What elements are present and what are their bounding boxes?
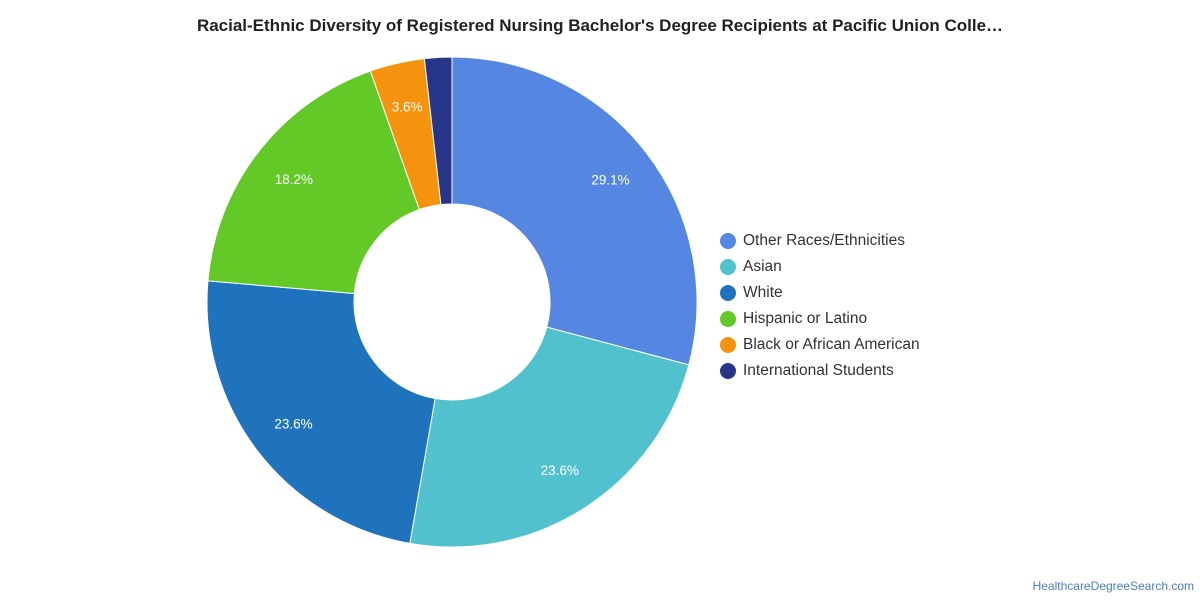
legend: Other Races/Ethnicities Asian White Hispani…	[720, 228, 920, 384]
legend-label: White	[743, 284, 783, 301]
data-label-hispanic-or-latino: 18.2%	[275, 172, 313, 187]
legend-item-hispanic-or-latino[interactable]: Hispanic or Latino	[720, 306, 920, 332]
data-label-other-races-ethnicities: 29.1%	[591, 173, 629, 188]
legend-label: Other Races/Ethnicities	[743, 232, 905, 249]
data-label-white: 23.6%	[274, 416, 312, 431]
legend-item-black-or-african-american[interactable]: Black or African American	[720, 332, 920, 358]
legend-swatch	[720, 337, 736, 353]
legend-swatch	[720, 233, 736, 249]
legend-label: Asian	[743, 258, 782, 275]
legend-label: Hispanic or Latino	[743, 310, 868, 327]
legend-swatch	[720, 363, 736, 379]
legend-swatch	[720, 311, 736, 327]
slice-asian[interactable]	[409, 326, 690, 548]
slice-hispanic-or-latino[interactable]	[207, 70, 420, 295]
data-label-black-or-african-american: 3.6%	[392, 100, 423, 115]
legend-label: Black or African American	[743, 336, 920, 353]
legend-item-other-races-ethnicities[interactable]: Other Races/Ethnicities	[720, 228, 920, 254]
legend-item-white[interactable]: White	[720, 280, 920, 306]
slice-international-students[interactable]	[423, 56, 453, 206]
source-link[interactable]: HealthcareDegreeSearch.com	[1032, 579, 1194, 593]
legend-swatch	[720, 285, 736, 301]
legend-item-asian[interactable]: Asian	[720, 254, 920, 280]
legend-label: International Students	[743, 362, 894, 379]
slice-white[interactable]	[206, 280, 436, 544]
data-label-asian: 23.6%	[541, 463, 579, 478]
slice-other-races-ethnicities[interactable]	[451, 56, 698, 366]
chart-title: Racial-Ethnic Diversity of Registered Nu…	[196, 16, 1004, 35]
legend-swatch	[720, 259, 736, 275]
legend-item-international-students[interactable]: International Students	[720, 358, 920, 384]
